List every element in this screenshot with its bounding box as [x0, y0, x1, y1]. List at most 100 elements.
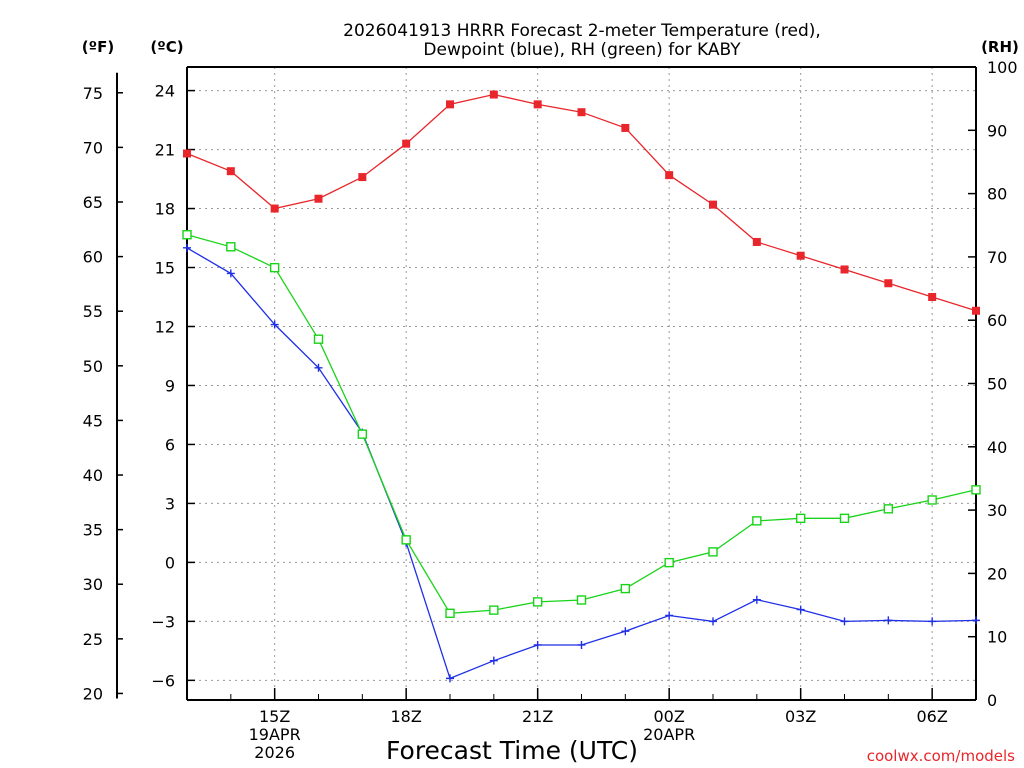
dewpoint-point: [533, 640, 542, 649]
rh-tick-label: 30: [987, 501, 1007, 520]
temperature-point: [533, 100, 542, 109]
celsius-tick-label: 24: [155, 82, 175, 101]
x-tick-label: 18Z: [391, 707, 422, 726]
temperature-point: [314, 194, 323, 203]
temperature-point: [621, 123, 630, 132]
temperature-point: [709, 200, 717, 209]
fahrenheit-tick-label: 30: [83, 575, 103, 594]
temperature-point: [183, 149, 191, 158]
rh-line: [186, 234, 977, 614]
rh-point: [269, 262, 280, 273]
rh-point: [708, 547, 718, 557]
rh-tick-label: 10: [987, 628, 1007, 647]
rh-axis-unit: (RH): [981, 38, 1019, 56]
rh-point: [489, 605, 499, 615]
celsius-tick-label: −3: [151, 612, 175, 631]
celsius-tick-label: 3: [165, 494, 175, 513]
rh-point: [839, 513, 850, 524]
dewpoint-line: [186, 247, 977, 680]
dewpoint-point: [489, 656, 498, 665]
rh-point: [620, 583, 631, 594]
dewpoint-point: [884, 616, 893, 625]
rh-point: [357, 429, 368, 439]
rh-point: [313, 334, 324, 344]
rh-tick-label: 40: [987, 438, 1007, 457]
dewpoint-point: [709, 617, 717, 626]
fahrenheit-axis-unit: (ºF): [82, 38, 114, 56]
fahrenheit-tick-label: 75: [83, 84, 103, 103]
celsius-tick-label: 15: [155, 259, 175, 278]
rh-tick-label: 50: [987, 375, 1007, 394]
dewpoint-point: [446, 674, 454, 683]
celsius-tick-label: 6: [165, 435, 175, 454]
temperature-point: [402, 139, 411, 148]
celsius-tick-label: 0: [165, 553, 175, 572]
x-tick-label: 2026: [254, 743, 295, 762]
x-tick-label: 06Z: [917, 707, 948, 726]
rh-point: [226, 242, 236, 252]
x-tick-label: 00Z: [654, 707, 685, 726]
chart-title-line2: Dewpoint (blue), RH (green) for KABY: [423, 40, 741, 60]
rh-point: [883, 504, 894, 514]
temperature-point: [270, 204, 279, 213]
fahrenheit-tick-label: 35: [83, 521, 103, 540]
watermark: coolwx.com/models: [867, 747, 1015, 765]
celsius-tick-label: 9: [165, 376, 175, 395]
temperature-point: [577, 108, 586, 117]
rh-point: [752, 516, 762, 526]
dewpoint-point: [928, 617, 937, 626]
series-layer: [182, 90, 981, 683]
rh-tick-label: 60: [987, 311, 1007, 330]
celsius-tick-label: 18: [155, 200, 175, 219]
rh-point: [927, 495, 937, 505]
fahrenheit-tick-label: 40: [83, 466, 103, 485]
rh-point: [795, 513, 806, 524]
rh-point: [401, 535, 411, 545]
dewpoint-point: [665, 611, 674, 620]
fahrenheit-tick-label: 20: [83, 684, 103, 703]
temperature-point: [226, 167, 235, 176]
chart-title-line1: 2026041913 HRRR Forecast 2-meter Tempera…: [343, 21, 821, 41]
celsius-tick-label: −6: [151, 671, 175, 690]
temperature-point: [840, 265, 849, 274]
rh-tick-label: 20: [987, 564, 1007, 583]
temperature-point: [928, 293, 937, 302]
temperature-line: [186, 93, 977, 312]
rh-point: [182, 230, 192, 240]
temperature-point: [752, 237, 761, 246]
fahrenheit-tick-label: 65: [83, 193, 103, 212]
temperature-point: [446, 100, 454, 109]
grid-lines: [187, 67, 976, 700]
temperature-point: [489, 90, 498, 99]
temperature-point: [972, 306, 980, 315]
celsius-tick-label: 21: [155, 141, 175, 160]
rh-point: [445, 608, 455, 618]
x-tick-label: 19APR: [249, 725, 301, 744]
dewpoint-point: [796, 605, 805, 614]
rh-tick-label: 0: [987, 691, 997, 710]
dewpoint-point: [183, 243, 191, 252]
fahrenheit-tick-label: 25: [83, 630, 103, 649]
x-tick-label: 15Z: [259, 707, 290, 726]
dewpoint-point: [577, 640, 586, 649]
fahrenheit-tick-label: 70: [83, 138, 103, 157]
dewpoint-point: [840, 617, 849, 626]
fahrenheit-tick-label: 55: [83, 302, 103, 321]
dewpoint-point: [270, 320, 279, 329]
temperature-point: [358, 173, 367, 182]
rh-tick-label: 100: [987, 58, 1018, 77]
rh-tick-label: 80: [987, 185, 1007, 204]
dewpoint-point: [226, 269, 235, 278]
x-tick-label: 21Z: [522, 707, 553, 726]
celsius-tick-label: 12: [155, 317, 175, 336]
rh-point: [664, 557, 674, 568]
dewpoint-point: [972, 616, 980, 625]
fahrenheit-tick-label: 45: [83, 411, 103, 430]
celsius-axis-unit: (ºC): [150, 38, 183, 56]
temperature-point: [796, 251, 805, 260]
x-tick-label: 03Z: [785, 707, 816, 726]
rh-point: [532, 597, 543, 607]
x-axis-label: Forecast Time (UTC): [386, 736, 638, 765]
rh-tick-label: 70: [987, 248, 1007, 267]
